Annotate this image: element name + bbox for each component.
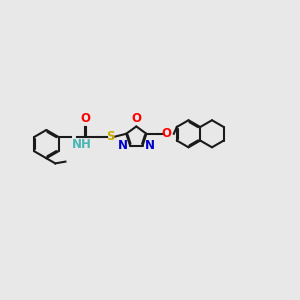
Text: O: O bbox=[80, 112, 90, 125]
Text: S: S bbox=[106, 130, 115, 143]
Text: O: O bbox=[161, 127, 171, 140]
Text: N: N bbox=[118, 139, 128, 152]
Text: O: O bbox=[131, 112, 141, 125]
Text: NH: NH bbox=[72, 138, 92, 151]
Text: N: N bbox=[145, 139, 154, 152]
